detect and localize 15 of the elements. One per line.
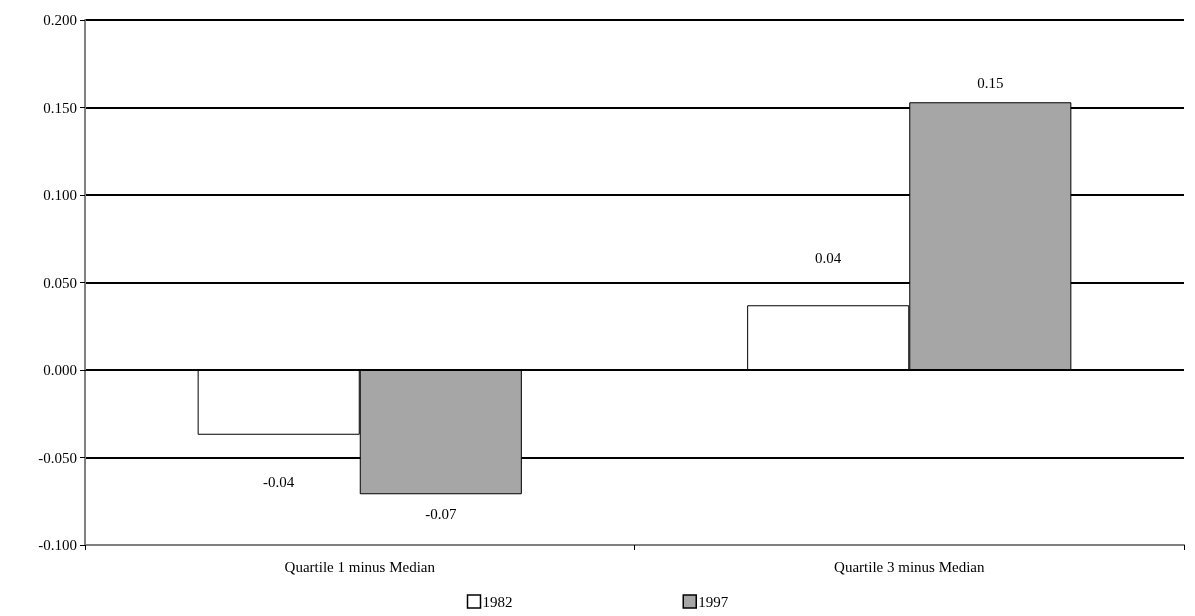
data-label: 0.15	[977, 74, 1004, 91]
legend-label: 1982	[482, 593, 513, 610]
y-tick-label: 0.100	[43, 187, 77, 203]
y-tick-label: 0.050	[43, 274, 77, 291]
x-tick-label: Quartile 3 minus Median	[834, 558, 985, 575]
data-label: -0.04	[263, 474, 295, 491]
y-tick-label: 0.150	[43, 99, 77, 116]
data-label: 0.04	[815, 249, 842, 266]
y-tick-label: 0.000	[43, 362, 77, 378]
y-tick-label: -0.100	[38, 537, 77, 553]
y-tick-label: 0.200	[43, 12, 77, 28]
x-tick-label: Quartile 1 minus Median	[284, 558, 436, 575]
data-label: -0.07	[425, 505, 457, 522]
y-tick-label: -0.050	[38, 449, 77, 466]
legend-label: 1997	[698, 593, 729, 610]
